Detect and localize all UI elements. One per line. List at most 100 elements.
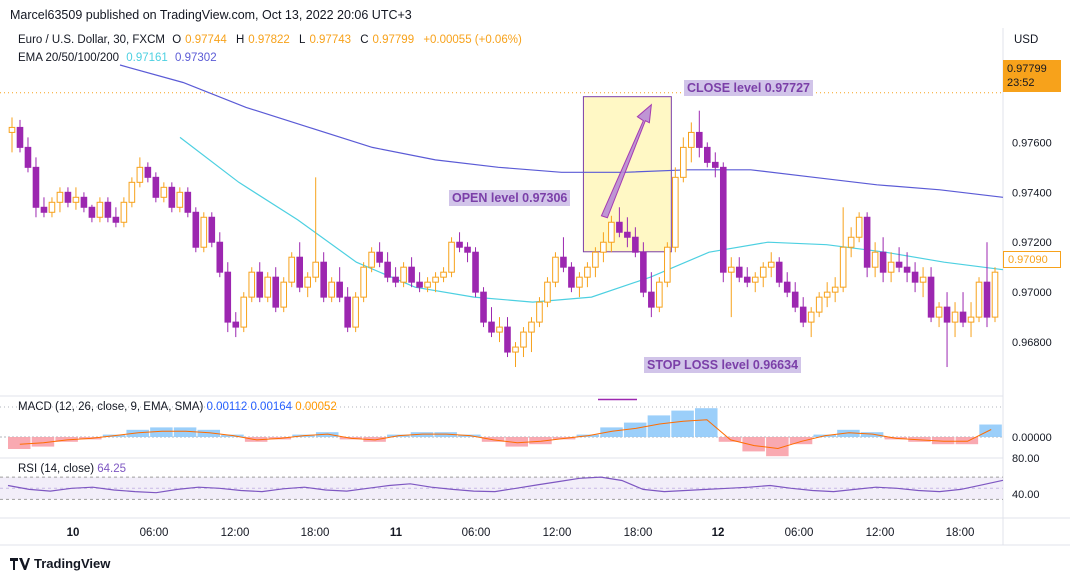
candle-body — [919, 276, 927, 283]
trade-arrow — [600, 103, 652, 219]
time-tick-label: 12:00 — [221, 527, 250, 539]
candle-body — [847, 236, 855, 248]
candle-body — [184, 191, 192, 213]
candle-body — [352, 296, 359, 328]
candle-body — [176, 191, 184, 208]
price-tick-label: 0.97400 — [1012, 187, 1052, 199]
stop-loss-annotation[interactable]: STOP LOSS level 0.96634 — [644, 357, 802, 373]
candle-body — [344, 296, 351, 328]
candle-body — [735, 266, 743, 278]
candle-body — [528, 321, 535, 333]
candle-body — [975, 281, 983, 318]
candle-body — [935, 306, 943, 318]
time-tick-label: 18:00 — [946, 527, 975, 539]
candle-body — [280, 281, 288, 308]
candle-body — [328, 281, 335, 298]
candle-body — [112, 216, 120, 223]
macd-histogram-bar — [600, 427, 623, 437]
candle-body — [560, 256, 567, 268]
macd-histogram-bar — [150, 427, 173, 437]
candle-body — [216, 241, 224, 273]
macd-histogram-bar — [766, 437, 789, 457]
candle-body — [807, 311, 815, 323]
candle-body — [983, 281, 991, 318]
candle-body — [272, 276, 280, 308]
candle-body — [360, 266, 367, 298]
ema-legend: EMA 20/50/100/200 0.97161 0.97302 — [18, 52, 221, 64]
macd-histogram-bar — [623, 422, 647, 437]
candle-body — [336, 281, 343, 298]
rsi-band — [0, 477, 1003, 500]
candle-body — [408, 266, 415, 283]
candle-body — [224, 271, 232, 323]
candle-body — [743, 276, 751, 283]
candle-body — [775, 261, 783, 283]
macd-signal-line — [19, 419, 992, 450]
macd-label: MACD (12, 26, close, 9, EMA, SMA) — [18, 401, 204, 413]
macd-value-2: 0.00164 — [250, 401, 293, 413]
currency-label: USD — [1014, 34, 1039, 46]
candle-body — [911, 271, 919, 283]
candle-body — [24, 146, 32, 168]
candle-body — [464, 246, 471, 253]
candle-body — [751, 276, 759, 283]
candle-body — [200, 216, 208, 248]
ema-label: EMA 20/50/100/200 — [18, 52, 120, 64]
candle-body — [696, 131, 703, 148]
candle-body — [48, 201, 56, 213]
candle-body — [56, 191, 64, 203]
macd-histogram-bar — [55, 437, 78, 442]
candle-body — [616, 221, 623, 233]
last-price-value: 0.97799 — [1007, 63, 1047, 75]
candle-body — [32, 166, 40, 208]
close-level-annotation[interactable]: CLOSE level 0.97727 — [684, 80, 813, 96]
price-tick-label: 0.97600 — [1012, 137, 1052, 149]
candle-body — [256, 271, 264, 298]
candle-body — [831, 286, 839, 293]
rsi-line — [7, 476, 1004, 494]
price-tick-label: 0.97200 — [1012, 237, 1052, 249]
candle-body — [600, 241, 607, 253]
candle-body — [152, 176, 160, 198]
time-tick-label: 06:00 — [140, 527, 169, 539]
candle-body — [887, 261, 895, 273]
open-level-annotation[interactable]: OPEN level 0.97306 — [449, 190, 571, 206]
candle-body — [472, 251, 479, 293]
time-tick-label: 10 — [67, 527, 80, 539]
candle-body — [376, 251, 383, 263]
macd-histogram-bar — [529, 437, 552, 445]
high-value: 0.97822 — [248, 34, 290, 46]
candle-body — [584, 266, 591, 278]
tradingview-logo-icon — [10, 557, 30, 570]
candle-body — [72, 196, 80, 203]
time-tick-label: 11 — [390, 527, 403, 539]
candle-body — [136, 166, 144, 183]
candle-body — [512, 346, 519, 353]
candle-body — [520, 331, 527, 348]
candle-body — [951, 311, 959, 323]
price-tick-label: 0.96800 — [1012, 337, 1052, 349]
candle-body — [688, 131, 695, 148]
candle-body — [456, 241, 463, 248]
tradingview-footer[interactable]: TradingView — [10, 556, 110, 571]
candle-body — [488, 321, 495, 333]
candle-body — [168, 186, 176, 208]
candle-body — [863, 216, 871, 268]
price-tick-label: 0.97000 — [1012, 287, 1052, 299]
time-tick-label: 12 — [712, 527, 725, 539]
macd-histogram-bar — [695, 408, 718, 437]
open-value: 0.97744 — [185, 34, 227, 46]
candle-body — [552, 256, 559, 283]
candle-body — [871, 251, 879, 268]
macd-value-3: 0.00052 — [295, 401, 337, 413]
candle-body — [480, 291, 487, 323]
candle-body — [16, 126, 24, 148]
time-tick-label: 12:00 — [543, 527, 572, 539]
open-label: O — [172, 34, 182, 46]
candle-body — [759, 266, 767, 278]
candle-body — [815, 296, 823, 313]
macd-histogram-bar — [955, 437, 979, 445]
macd-histogram-bar — [931, 437, 955, 445]
candle-body — [544, 281, 551, 303]
